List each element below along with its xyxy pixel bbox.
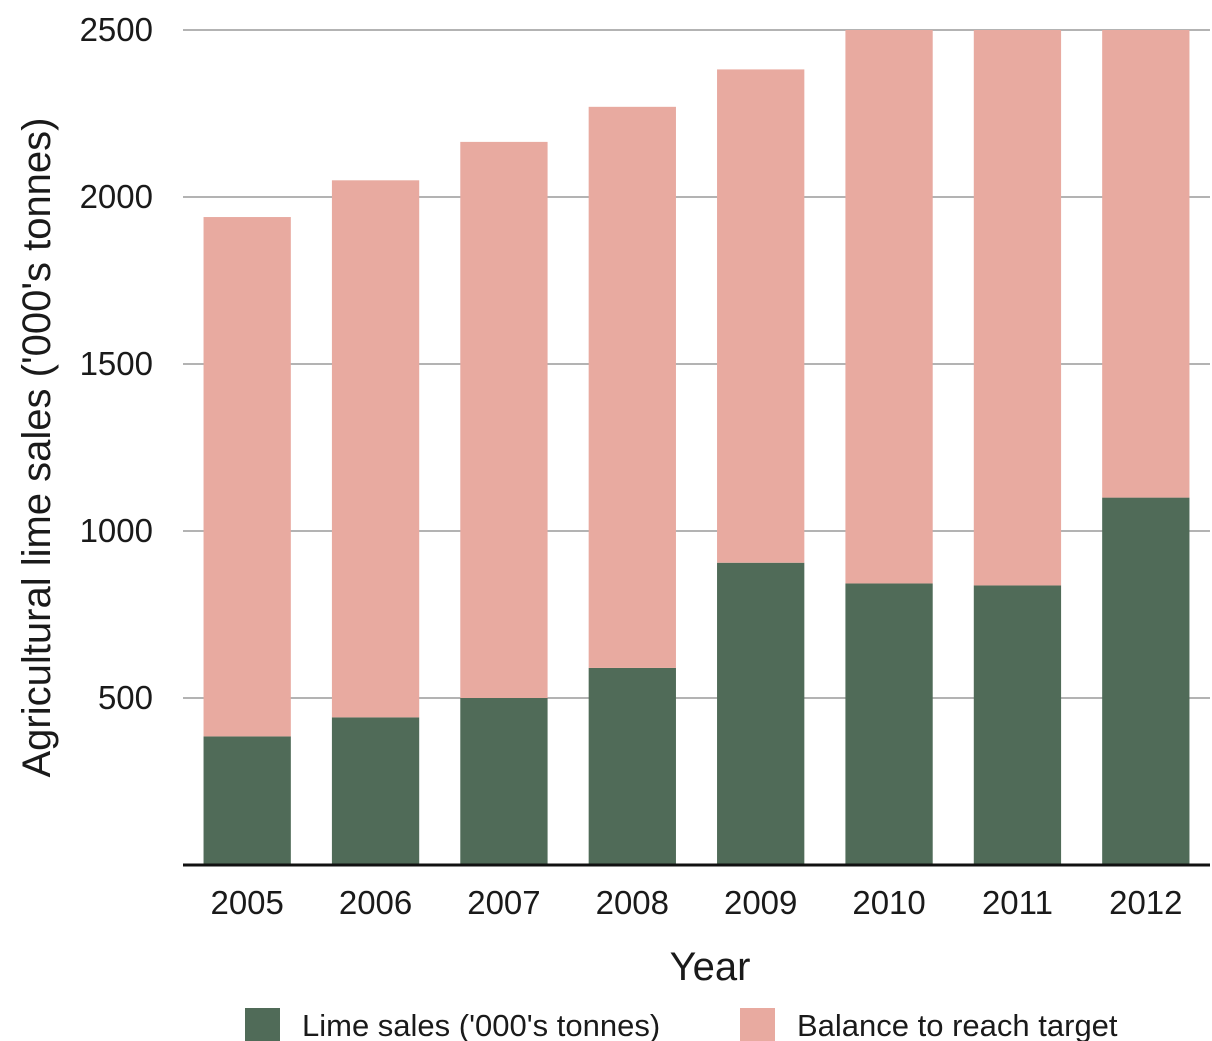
bar-2005-series-0 <box>203 736 291 865</box>
bar-2010-series-0 <box>845 583 933 865</box>
legend-swatch-lime-sales <box>245 1008 280 1041</box>
legend-swatch-balance <box>740 1008 775 1041</box>
x-tick-label-2010: 2010 <box>852 884 925 921</box>
bar-2005-series-1 <box>203 217 291 737</box>
bar-2009-series-1 <box>717 69 805 563</box>
y-tick-labels: 500 1000 1500 2000 2500 <box>80 11 153 716</box>
x-tick-label-2009: 2009 <box>724 884 797 921</box>
y-tick-label-2500: 2500 <box>80 11 153 48</box>
x-axis-title: Year <box>670 945 751 989</box>
y-tick-label-1500: 1500 <box>80 345 153 382</box>
bar-2011-series-1 <box>973 30 1062 586</box>
bar-2008-series-0 <box>588 667 676 865</box>
bar-2007-series-0 <box>460 698 548 865</box>
bar-2007-series-1 <box>460 141 548 698</box>
x-tick-label-2007: 2007 <box>467 884 540 921</box>
x-tick-labels: 2005 2006 2007 2008 2009 2010 2011 2012 <box>210 884 1182 921</box>
bar-2010-series-1 <box>845 30 933 584</box>
bar-2009-series-0 <box>717 562 805 865</box>
bars <box>203 30 1190 865</box>
legend-label-lime-sales: Lime sales ('000's tonnes) <box>302 1008 660 1041</box>
x-tick-label-2011: 2011 <box>982 884 1053 921</box>
x-tick-label-2008: 2008 <box>596 884 669 921</box>
legend-label-balance: Balance to reach target <box>797 1008 1118 1041</box>
y-tick-label-2000: 2000 <box>80 178 153 215</box>
x-tick-label-2006: 2006 <box>339 884 412 921</box>
x-tick-label-2012: 2012 <box>1109 884 1182 921</box>
bar-2008-series-1 <box>588 106 676 668</box>
y-axis-title: Agricultural lime sales ('000's tonnes) <box>15 118 59 778</box>
y-tick-label-1000: 1000 <box>80 512 153 549</box>
legend: Lime sales ('000's tonnes) Balance to re… <box>245 1008 1118 1041</box>
bar-2012-series-1 <box>1102 30 1190 498</box>
x-tick-label-2005: 2005 <box>210 884 283 921</box>
y-tick-label-500: 500 <box>98 679 153 716</box>
bar-2006-series-0 <box>331 717 420 865</box>
bar-2011-series-0 <box>973 585 1062 865</box>
bar-2006-series-1 <box>331 180 420 718</box>
bar-2012-series-0 <box>1102 497 1190 865</box>
